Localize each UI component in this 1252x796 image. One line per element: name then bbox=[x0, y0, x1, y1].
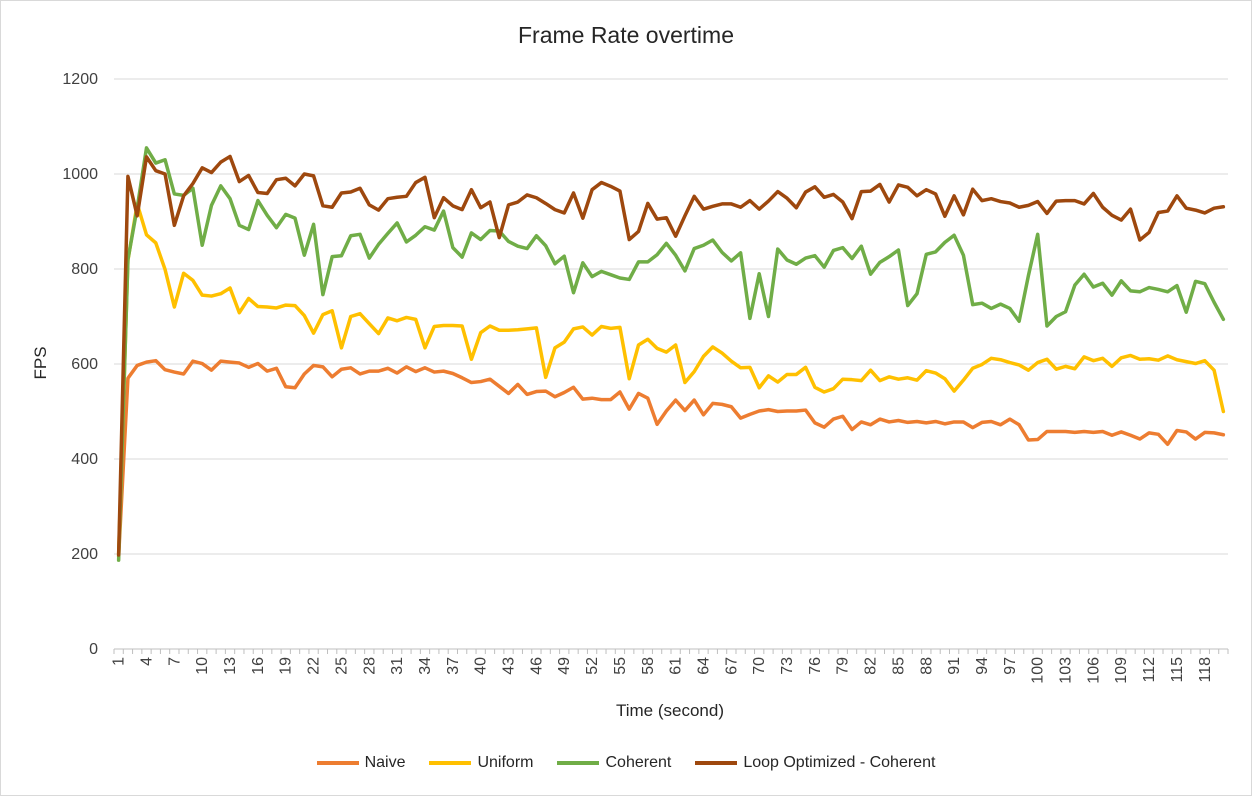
x-tick-label: 91 bbox=[946, 657, 963, 675]
x-tick-label: 100 bbox=[1030, 657, 1047, 684]
x-tick-label: 61 bbox=[668, 657, 685, 675]
x-tick-label: 88 bbox=[918, 657, 935, 675]
x-tick-label: 106 bbox=[1085, 657, 1102, 684]
y-tick-label: 1000 bbox=[62, 166, 98, 183]
y-tick-label: 1200 bbox=[62, 71, 98, 88]
x-tick-label: 46 bbox=[528, 657, 545, 675]
series-line-coherent bbox=[116, 146, 1226, 562]
x-tick-label: 79 bbox=[835, 657, 852, 675]
series-lines bbox=[116, 146, 1226, 562]
y-tick-label: 0 bbox=[89, 641, 98, 658]
legend-swatch bbox=[429, 761, 472, 765]
x-tick-label: 13 bbox=[222, 657, 239, 675]
chart-title: Frame Rate overtime bbox=[517, 22, 734, 48]
x-tick-label: 94 bbox=[974, 657, 991, 675]
x-tick-label: 85 bbox=[890, 657, 907, 675]
x-tick-label: 109 bbox=[1113, 657, 1130, 684]
y-tick-label: 400 bbox=[71, 451, 98, 468]
x-tick-label: 28 bbox=[361, 657, 378, 675]
x-tick-label: 34 bbox=[417, 657, 434, 675]
x-tick-label: 82 bbox=[863, 657, 880, 675]
x-tick-label: 55 bbox=[612, 657, 629, 675]
x-tick-label: 25 bbox=[333, 657, 350, 675]
legend-swatch bbox=[695, 761, 738, 765]
legend-label: Uniform bbox=[477, 754, 534, 771]
x-tick-label: 31 bbox=[389, 657, 406, 675]
x-tick-label: 52 bbox=[584, 657, 601, 675]
legend-label: Naive bbox=[364, 754, 406, 771]
x-axis-title: Time (second) bbox=[616, 701, 724, 720]
y-tick-label: 200 bbox=[71, 546, 98, 563]
legend-item: Loop Optimized - Coherent bbox=[695, 754, 935, 772]
x-axis-ticks: 1 4 7 10 13 16 19 22 25 28 31 34 37 40 43 46 49 52 55 58 61 6… bbox=[111, 657, 1214, 684]
x-tick-label: 19 bbox=[278, 657, 295, 675]
x-tick-label: 40 bbox=[473, 657, 490, 675]
y-axis-ticks: 0 200 400 600 800 1000 1200 bbox=[62, 71, 98, 658]
x-tick-label: 64 bbox=[695, 657, 712, 675]
y-tick-label: 600 bbox=[71, 356, 98, 373]
x-tick-label: 103 bbox=[1058, 657, 1075, 684]
y-tick-label: 800 bbox=[71, 261, 98, 278]
x-tick-label: 76 bbox=[807, 657, 824, 675]
x-tick-label: 43 bbox=[501, 657, 518, 675]
series-line-loop-optimized-coherent bbox=[116, 154, 1226, 557]
x-tick-label: 7 bbox=[166, 657, 183, 666]
legend-swatch bbox=[316, 761, 359, 765]
legend-swatch bbox=[557, 761, 600, 765]
series-line-naive bbox=[116, 358, 1226, 559]
series-line-uniform bbox=[116, 202, 1226, 556]
x-tick-label: 115 bbox=[1169, 657, 1186, 683]
x-tick-label: 16 bbox=[250, 657, 267, 675]
legend-label: Coherent bbox=[605, 754, 672, 771]
x-tick-label: 4 bbox=[138, 657, 155, 666]
x-tick-label: 73 bbox=[779, 657, 796, 675]
x-tick-label: 70 bbox=[751, 657, 768, 675]
x-tick-label: 37 bbox=[445, 657, 462, 675]
x-tick-label: 58 bbox=[640, 657, 657, 675]
legend-item: Naive bbox=[316, 754, 406, 772]
x-tick-label: 22 bbox=[306, 657, 323, 675]
legend-item: Coherent bbox=[557, 754, 671, 772]
x-tick-label: 10 bbox=[194, 657, 211, 675]
x-axis bbox=[113, 648, 1229, 654]
x-tick-label: 118 bbox=[1197, 657, 1214, 683]
x-tick-label: 112 bbox=[1141, 657, 1158, 683]
y-axis-title: FPS bbox=[31, 346, 50, 379]
x-tick-label: 67 bbox=[723, 657, 740, 675]
x-tick-label: 1 bbox=[111, 657, 128, 666]
x-tick-label: 97 bbox=[1002, 657, 1019, 675]
legend-item: Uniform bbox=[429, 754, 533, 772]
legend: Naive Uniform Coherent Loop Optimized - Coh… bbox=[0, 754, 1252, 772]
legend-label: Loop Optimized - Coherent bbox=[743, 754, 936, 771]
gridlines bbox=[114, 78, 1228, 555]
x-tick-label: 49 bbox=[556, 657, 573, 675]
